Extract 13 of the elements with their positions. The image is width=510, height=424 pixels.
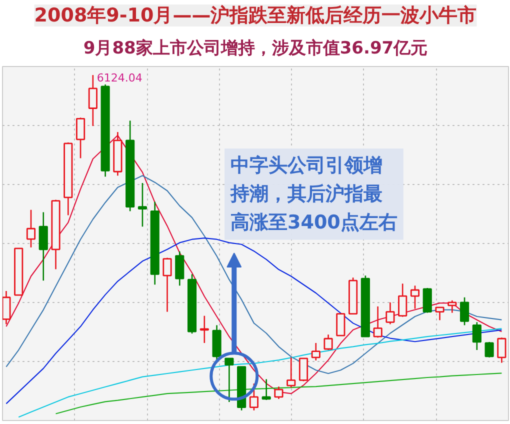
candlestick [150, 201, 160, 286]
candlestick [200, 315, 209, 344]
candlestick [100, 84, 110, 178]
annotation: 6124.04 [96, 72, 142, 85]
annotation: 中字头公司引领增持潮，其后沪指最高涨至3400点左右 [230, 154, 398, 234]
candlestick [88, 74, 98, 127]
candlestick [311, 342, 320, 362]
candlestick [138, 182, 148, 228]
candlestick [175, 250, 184, 286]
candlestick [38, 212, 48, 282]
candlestick [274, 386, 284, 400]
chart-subtitle: 9月88家上市公司增持，涉及市值36.97亿元 [83, 38, 428, 58]
chart-title: 2008年9-10月——沪指跌至新低后经历一波小牛市 [34, 4, 477, 26]
